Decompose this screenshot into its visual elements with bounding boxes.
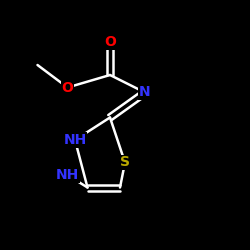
Text: O: O	[62, 80, 74, 94]
Text: NH: NH	[56, 168, 79, 182]
Text: NH: NH	[64, 133, 87, 147]
Text: N: N	[139, 86, 151, 100]
Text: O: O	[104, 36, 116, 50]
Text: S: S	[120, 156, 130, 170]
